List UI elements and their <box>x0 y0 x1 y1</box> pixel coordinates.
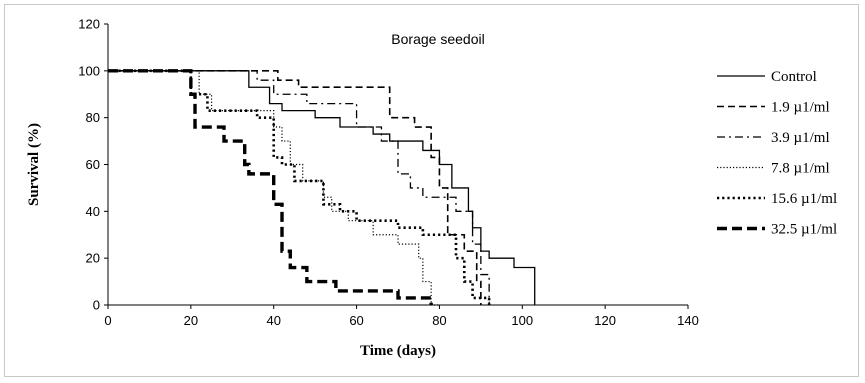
x-tick-label: 60 <box>349 313 363 328</box>
x-tick-label: 40 <box>266 313 280 328</box>
chart-axes: 0 20 40 60 80 100 120 140 0 20 40 60 80 100 120 <box>78 17 699 329</box>
legend-label-3-9-1-ml: 3.9 µ1/ml <box>771 130 830 146</box>
x-tick-label: 100 <box>511 313 533 328</box>
series-line-control <box>108 70 536 305</box>
chart-frame <box>4 4 859 377</box>
x-tick-label: 0 <box>104 313 111 328</box>
y-tick-label: 100 <box>78 63 100 78</box>
y-tick-label: 80 <box>86 110 100 125</box>
legend-label-1-9-1-ml: 1.9 µ1/ml <box>771 100 830 116</box>
x-tick-label: 80 <box>432 313 446 328</box>
legend-label-32-5-1-ml: 32.5 µ1/ml <box>771 222 837 238</box>
chart-title: Borage seedoil <box>391 31 484 47</box>
plot-area <box>108 69 536 306</box>
legend-label-control: Control <box>771 69 817 85</box>
series-line-15-6-1-ml <box>108 69 491 305</box>
y-axis-label: Survival (%) <box>26 123 42 206</box>
y-tick-label: 20 <box>86 251 100 266</box>
series-line-32-5-1-ml <box>108 69 433 305</box>
y-tick-label: 0 <box>93 298 100 313</box>
x-tick-label: 120 <box>594 313 616 328</box>
x-tick-label: 20 <box>184 313 198 328</box>
series-line-3-9-1-ml <box>108 70 490 305</box>
y-tick-label: 120 <box>78 17 100 32</box>
legend-label-15-6-1-ml: 15.6 µ1/ml <box>771 191 837 207</box>
x-axis-label: Time (days) <box>360 343 436 359</box>
y-tick-label: 40 <box>86 204 100 219</box>
x-tick-label: 140 <box>677 313 699 328</box>
legend: Control 1.9 µ1/ml 3.9 µ1/ml 7.8 µ1/ml 15.6 µ… <box>717 69 837 238</box>
legend-label-7-8-1-ml: 7.8 µ1/ml <box>771 161 830 177</box>
y-tick-label: 60 <box>86 157 100 172</box>
series-line-7-8-1-ml <box>108 70 440 306</box>
series-line-1-9-1-ml <box>108 70 482 305</box>
